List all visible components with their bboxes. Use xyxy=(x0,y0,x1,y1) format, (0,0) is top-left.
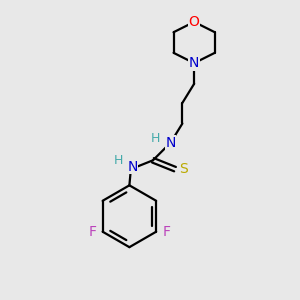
Text: N: N xyxy=(127,160,137,174)
Text: F: F xyxy=(88,225,96,239)
Text: N: N xyxy=(165,136,176,150)
Text: S: S xyxy=(179,162,188,176)
Text: H: H xyxy=(114,154,123,167)
Text: H: H xyxy=(151,132,160,145)
Text: F: F xyxy=(163,225,170,239)
Text: N: N xyxy=(189,56,200,70)
Text: O: O xyxy=(189,15,200,29)
